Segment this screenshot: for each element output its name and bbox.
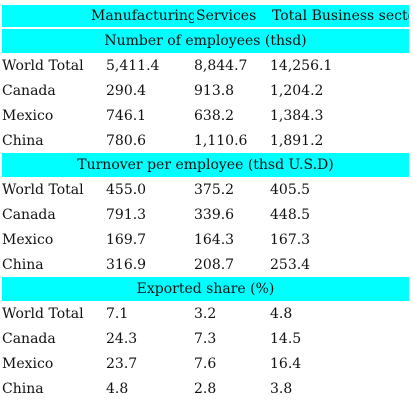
cell-services: 339.6 [194,206,235,223]
cell-manufacturing: 791.3 [106,206,147,223]
cell-services: 3.2 [194,305,217,322]
cell-services: 2.8 [194,380,217,397]
table-row: Canada 791.3 339.6 448.5 [2,202,409,227]
cell-services: 208.7 [194,256,235,273]
cell-manufacturing: 290.4 [106,82,147,99]
section-title-turnover: Turnover per employee (thsd U.S.D) [2,153,409,177]
table-row: Mexico 23.7 7.6 16.4 [2,351,409,376]
cell-total: 16.4 [270,355,302,372]
cell-services: 375.2 [194,181,235,198]
row-label: Mexico [2,231,54,248]
table-row: Canada 24.3 7.3 14.5 [2,326,409,351]
row-label: World Total [2,305,84,322]
table-body: Manufacturing Services Total Business se… [2,5,409,401]
section-title-row: Exported share (%) [2,277,409,301]
cell-manufacturing: 4.8 [106,380,129,397]
row-label: China [2,132,44,149]
table-row: Mexico 169.7 164.3 167.3 [2,227,409,252]
row-label: World Total [2,57,84,74]
section-title-exported-share: Exported share (%) [2,277,409,301]
cell-manufacturing: 7.1 [106,305,129,322]
cell-services: 164.3 [194,231,235,248]
cell-services: 638.2 [194,107,235,124]
cell-total: 4.8 [270,305,293,322]
section-gap [2,27,409,29]
cell-manufacturing: 23.7 [106,355,138,372]
column-header-services: Services [194,5,270,27]
cell-services: 7.3 [194,330,217,347]
row-label: Canada [2,330,56,347]
cell-total: 448.5 [270,206,311,223]
statistics-table: Manufacturing Services Total Business se… [2,5,409,401]
cell-services: 913.8 [194,82,235,99]
cell-total: 1,204.2 [270,82,324,99]
row-label: China [2,380,44,397]
cell-total: 3.8 [270,380,293,397]
cell-total: 1,891.2 [270,132,324,149]
table-row: China 4.8 2.8 3.8 [2,376,409,401]
cell-manufacturing: 169.7 [106,231,147,248]
section-title-row: Turnover per employee (thsd U.S.D) [2,153,409,177]
column-header-row: Manufacturing Services Total Business se… [2,5,409,27]
table-row: World Total 5,411.4 8,844.7 14,256.1 [2,53,409,78]
cell-manufacturing: 5,411.4 [106,57,160,74]
row-label: World Total [2,181,84,198]
cell-total: 14,256.1 [270,57,333,74]
section-title-employees: Number of employees (thsd) [2,29,409,53]
cell-services: 8,844.7 [194,57,248,74]
table-row: Mexico 746.1 638.2 1,384.3 [2,103,409,128]
row-label: Mexico [2,107,54,124]
row-label: Mexico [2,355,54,372]
table-row: World Total 455.0 375.2 405.5 [2,177,409,202]
cell-manufacturing: 24.3 [106,330,138,347]
cell-total: 167.3 [270,231,311,248]
column-header-total: Total Business sector [270,5,409,27]
row-label: Canada [2,82,56,99]
cell-total: 1,384.3 [270,107,324,124]
table-row: World Total 7.1 3.2 4.8 [2,301,409,326]
column-header-manufacturing: Manufacturing [2,5,194,27]
row-label: China [2,256,44,273]
cell-services: 7.6 [194,355,217,372]
row-label: Canada [2,206,56,223]
section-title-row: Number of employees (thsd) [2,29,409,53]
cell-services: 1,110.6 [194,132,248,149]
table-row: China 316.9 208.7 253.4 [2,252,409,277]
cell-total: 253.4 [270,256,311,273]
cell-manufacturing: 455.0 [106,181,147,198]
cell-total: 14.5 [270,330,302,347]
cell-manufacturing: 316.9 [106,256,147,273]
table-row: Canada 290.4 913.8 1,204.2 [2,78,409,103]
cell-manufacturing: 746.1 [106,107,147,124]
table-row: China 780.6 1,110.6 1,891.2 [2,128,409,153]
cell-total: 405.5 [270,181,311,198]
cell-manufacturing: 780.6 [106,132,147,149]
